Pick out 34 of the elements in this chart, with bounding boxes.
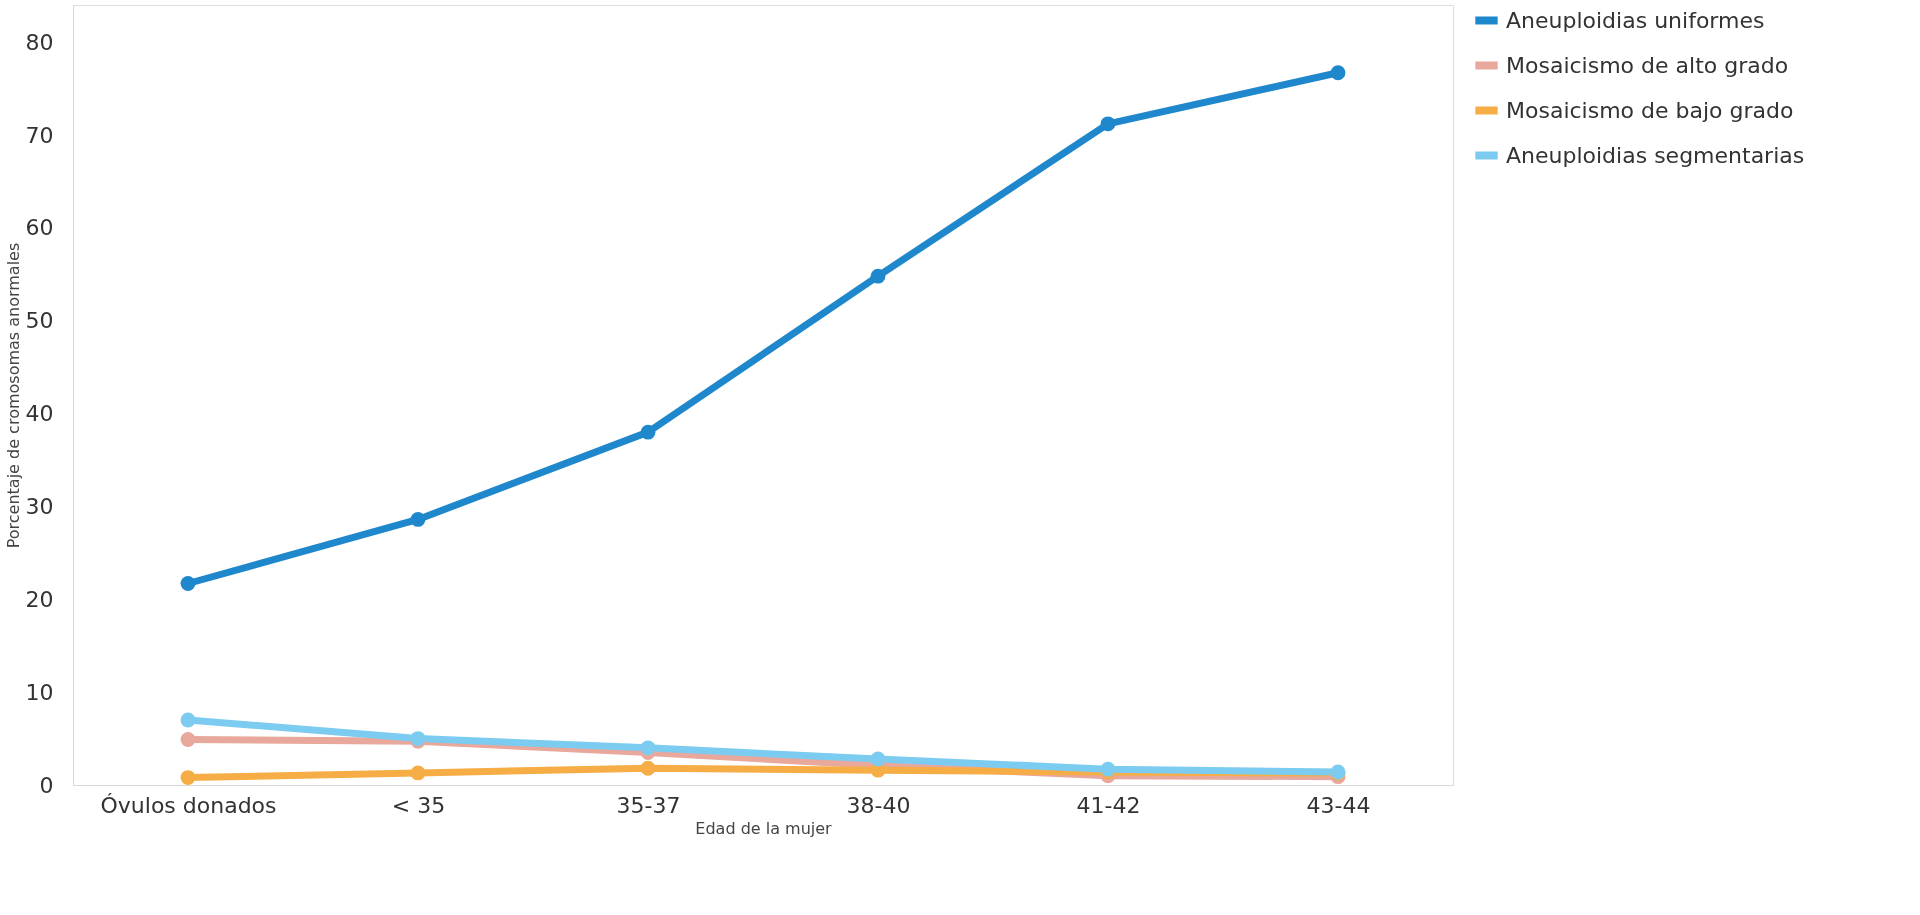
- point: [870, 268, 886, 284]
- y-tick-label: 20: [25, 586, 54, 612]
- point: [180, 732, 196, 747]
- legend-label: Mosaicismo de bajo grado: [1506, 97, 1794, 123]
- x-tick-label: < 35: [391, 792, 446, 818]
- y-tick-label: 60: [25, 215, 54, 241]
- x-tick-label: 35-37: [616, 792, 681, 818]
- x-tick-label: Óvulos donados: [100, 792, 277, 818]
- legend-label: Aneuploidias uniformes: [1506, 7, 1765, 33]
- point: [640, 424, 656, 440]
- point: [1100, 116, 1116, 132]
- y-tick-label: 0: [39, 772, 54, 798]
- point: [870, 751, 886, 767]
- x-tick-label: 43-44: [1306, 792, 1371, 818]
- x-tick-label: 41-42: [1076, 792, 1141, 818]
- y-tick-label: 70: [25, 122, 54, 148]
- y-axis-title: Porcentaje de cromosomas anormales: [3, 242, 23, 549]
- point: [640, 740, 656, 756]
- y-tick-label: 30: [25, 493, 54, 519]
- point: [410, 512, 426, 527]
- legend-label: Aneuploidias segmentarias: [1506, 142, 1805, 168]
- y-tick-label: 50: [25, 308, 54, 334]
- x-axis-title: Edad de la mujer: [695, 818, 833, 838]
- y-tick-label: 40: [25, 401, 54, 427]
- point: [180, 576, 196, 591]
- point: [410, 765, 426, 781]
- y-tick-label: 80: [25, 29, 54, 55]
- point: [640, 760, 656, 776]
- point: [180, 712, 196, 728]
- legend-label: Mosaicismo de alto grado: [1506, 52, 1789, 78]
- y-tick-label: 10: [25, 679, 54, 705]
- x-tick-label: 38-40: [846, 792, 911, 818]
- point: [1330, 65, 1346, 81]
- point: [180, 770, 196, 785]
